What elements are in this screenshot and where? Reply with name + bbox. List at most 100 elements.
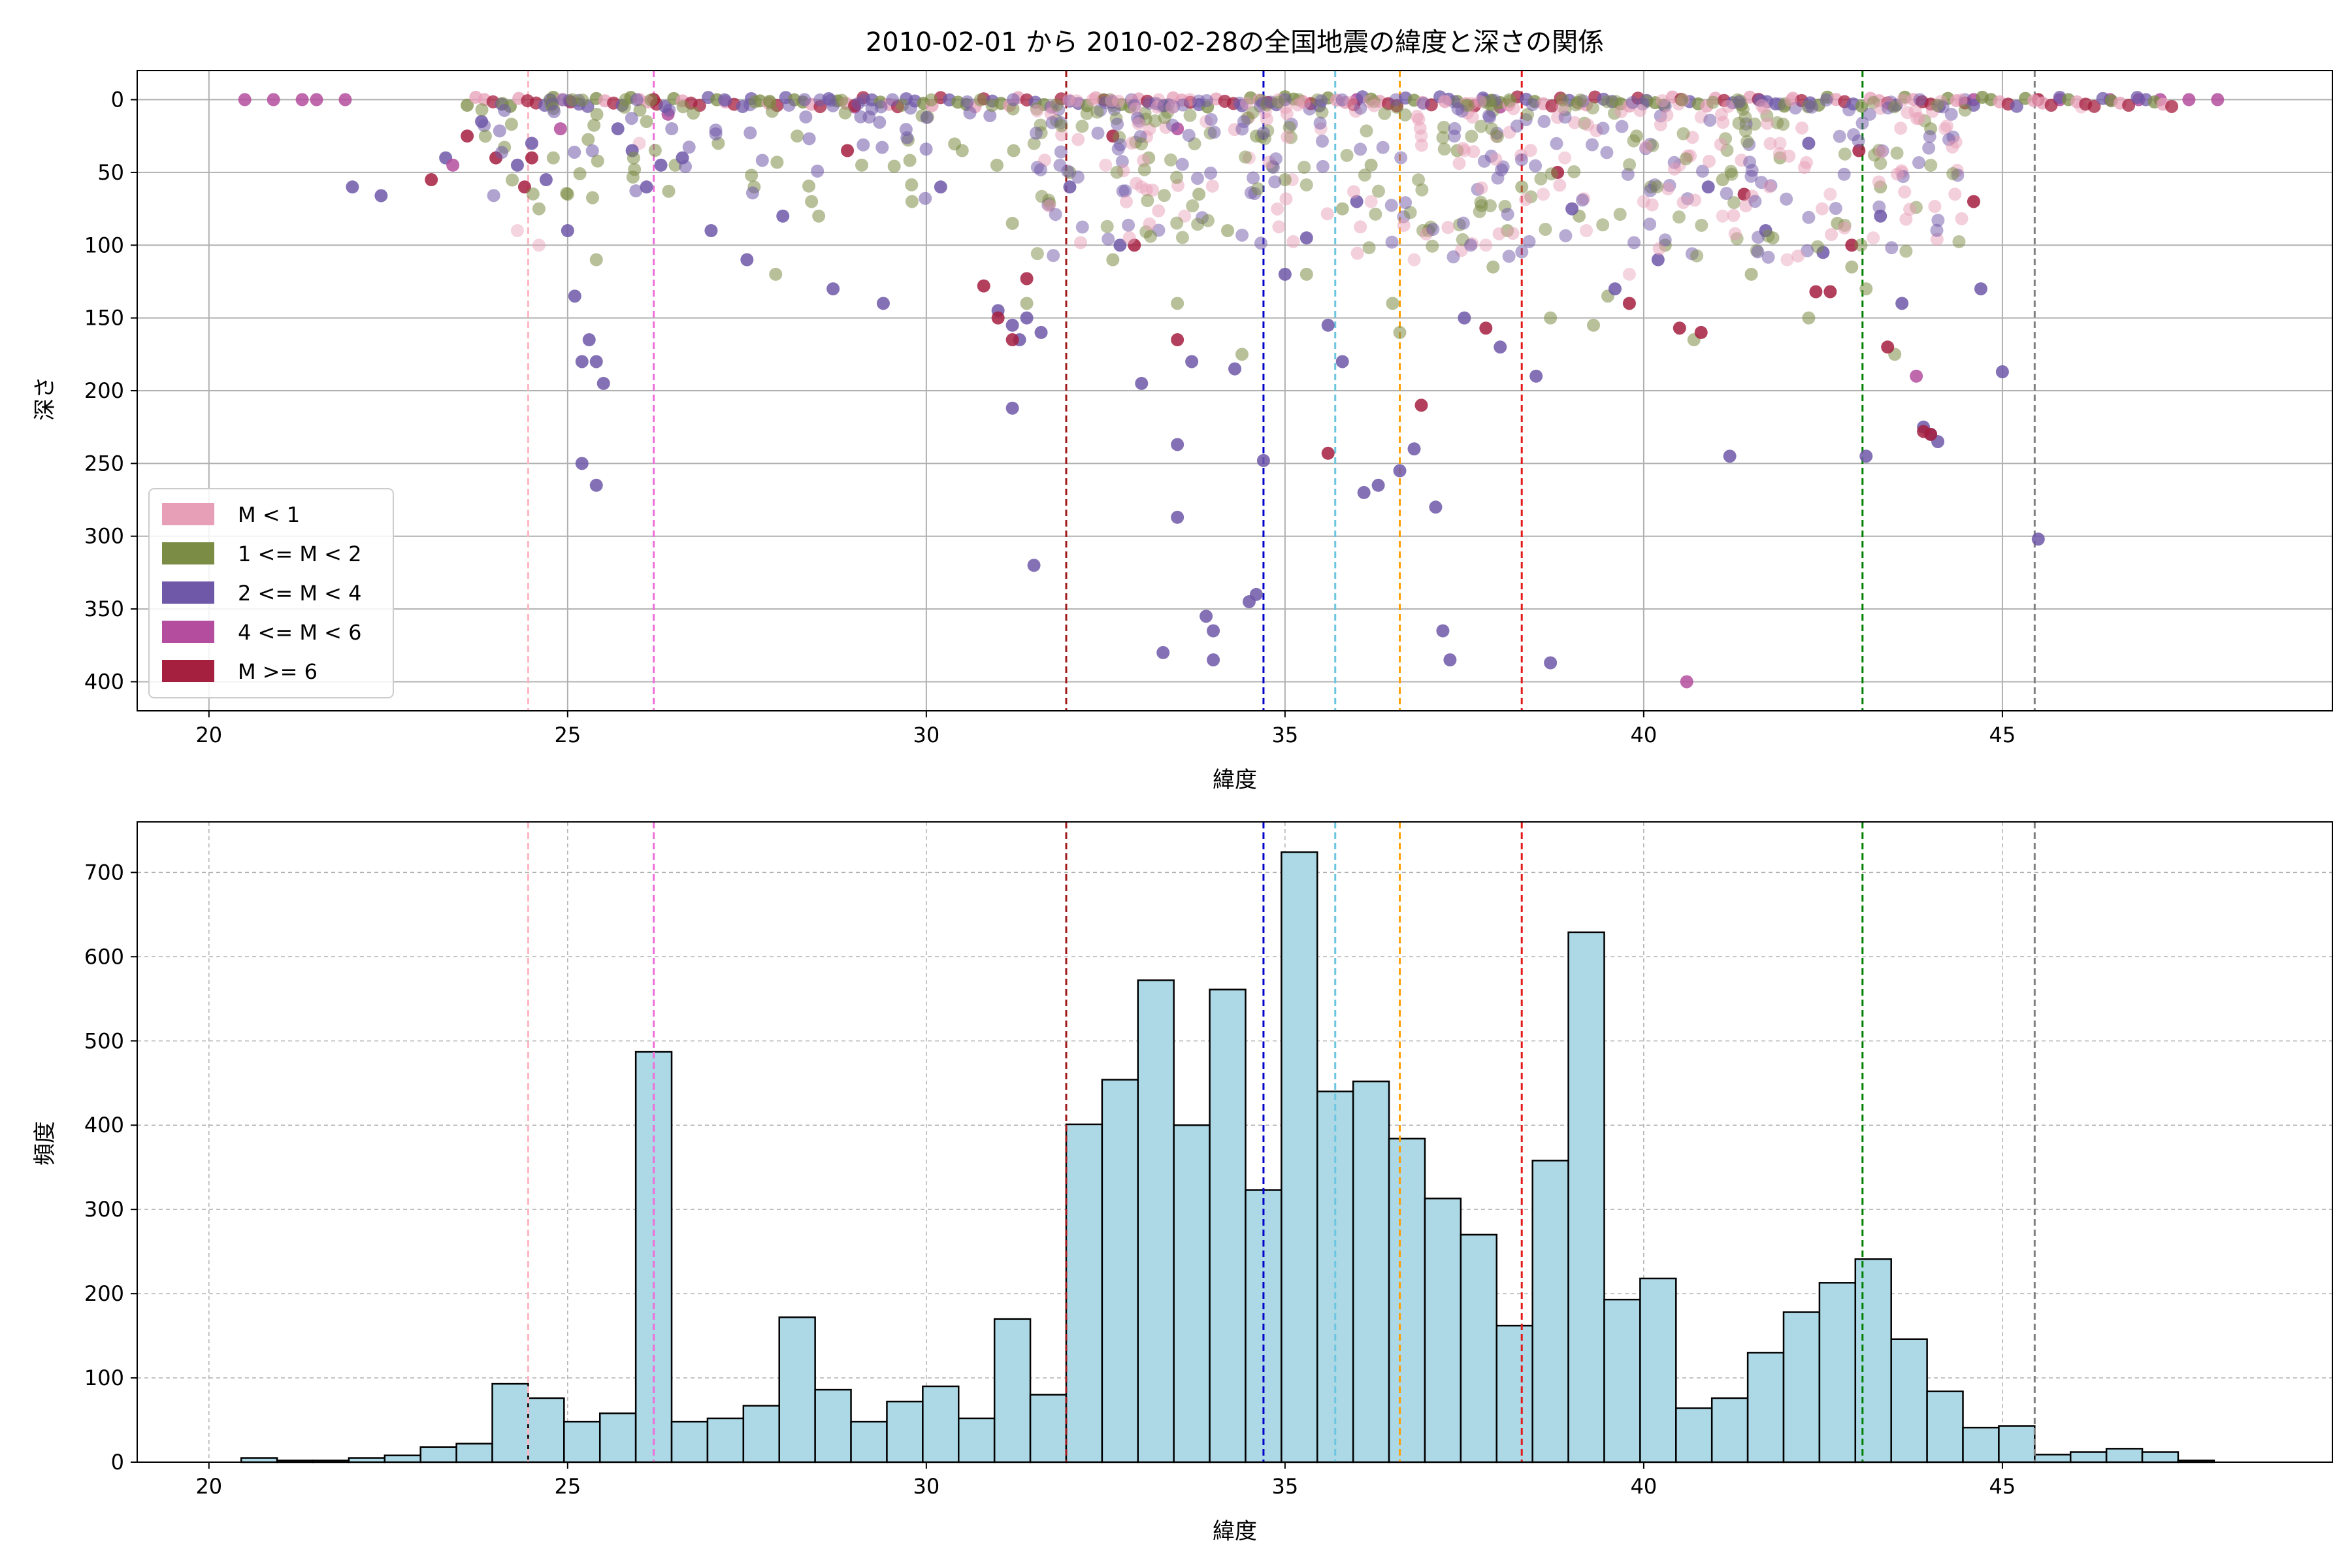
scatter-point — [1716, 116, 1730, 129]
histogram-x-tick-label: 30 — [913, 1474, 939, 1499]
scatter-point — [903, 154, 917, 167]
scatter-point — [1029, 126, 1043, 140]
scatter-point — [1054, 145, 1068, 159]
scatter-point — [1299, 231, 1313, 245]
scatter-point — [873, 116, 887, 129]
scatter-point — [1912, 155, 1926, 169]
scatter-point — [1164, 153, 1177, 167]
scatter-point — [589, 355, 603, 368]
scatter-point — [1415, 183, 1429, 197]
scatter-point — [887, 159, 901, 173]
scatter-point — [1207, 624, 1220, 638]
scatter-point — [765, 105, 779, 118]
scatter-point — [1185, 355, 1199, 368]
scatter-point — [1891, 167, 1904, 181]
scatter-point — [1080, 106, 1094, 120]
scatter-point — [1020, 311, 1034, 325]
scatter-point — [461, 129, 474, 143]
scatter-point — [1260, 112, 1273, 126]
scatter-point — [802, 179, 816, 193]
scatter-point — [1755, 99, 1769, 112]
scatter-point — [1506, 227, 1520, 240]
scatter-point — [1122, 231, 1136, 244]
scatter-point — [1743, 155, 1757, 169]
scatter-point — [1596, 122, 1610, 135]
scatter-point — [776, 209, 790, 223]
histogram-y-ticks: 0 100 200 300 400 500 600 700 — [84, 860, 137, 1475]
scatter-point — [1544, 167, 1558, 181]
scatter-point — [1321, 318, 1335, 332]
scatter-point — [2010, 99, 2023, 113]
scatter-point — [963, 106, 977, 120]
scatter-point — [1667, 162, 1681, 176]
histogram-y-tick-label: 100 — [84, 1365, 124, 1390]
scatter-point — [1534, 172, 1548, 186]
scatter-point — [1007, 144, 1021, 157]
scatter-point — [1760, 116, 1774, 130]
scatter-point — [1974, 282, 1987, 296]
scatter-point — [1537, 114, 1551, 128]
scatter-point — [1369, 207, 1382, 221]
scatter-point — [1740, 135, 1754, 148]
scatter-point — [1165, 101, 1179, 114]
scatter-point — [1054, 119, 1068, 133]
scatter-point — [1393, 464, 1407, 478]
scatter-point — [1558, 110, 1572, 124]
scatter-point — [1182, 129, 1196, 142]
scatter-point — [611, 122, 625, 136]
scatter-point — [1204, 112, 1218, 126]
legend-swatch — [162, 542, 214, 564]
scatter-point — [1894, 122, 1908, 135]
scatter-point — [1622, 297, 1636, 310]
scatter-point — [1278, 267, 1292, 281]
scatter-point — [1436, 131, 1450, 144]
histogram-bar — [742, 1405, 780, 1463]
scatter-point — [1132, 117, 1145, 131]
scatter-point — [1695, 165, 1709, 178]
scatter-point — [1443, 653, 1457, 667]
scatter-point — [1461, 99, 1475, 112]
scatter-point — [875, 140, 889, 154]
scatter-point — [566, 93, 580, 106]
scatter-point — [626, 171, 640, 184]
scatter-point — [526, 187, 540, 201]
histogram-bar — [958, 1417, 996, 1463]
scatter-point — [1407, 253, 1421, 267]
scatter-point — [1720, 187, 1733, 201]
scatter-point — [1394, 151, 1408, 165]
scatter-point — [1702, 154, 1716, 168]
legend-swatch — [162, 660, 214, 682]
scatter-point — [1550, 137, 1563, 150]
scatter-point — [1881, 340, 1895, 354]
scatter-point — [1299, 178, 1313, 191]
scatter-point — [1485, 122, 1499, 136]
scatter-point — [1511, 119, 1524, 133]
scatter-point — [310, 93, 323, 106]
scatter-point — [1903, 203, 1917, 216]
scatter-point — [1397, 218, 1411, 232]
scatter-point — [1034, 163, 1047, 176]
scatter-point — [854, 110, 868, 123]
scatter-point — [1467, 145, 1480, 159]
scatter-point — [498, 104, 512, 118]
scatter-point — [1119, 184, 1132, 198]
scatter-y-tick-label: 350 — [84, 596, 124, 621]
scatter-point — [973, 93, 987, 106]
scatter-point — [1952, 235, 1966, 248]
scatter-point — [745, 186, 759, 200]
scatter-point — [1176, 98, 1190, 112]
scatter-point — [1924, 427, 1938, 441]
scatter-point — [1885, 241, 1899, 255]
scatter-point — [1855, 99, 1869, 113]
scatter-point — [1479, 321, 1493, 335]
histogram-bar — [922, 1385, 960, 1463]
scatter-point — [1491, 171, 1505, 185]
scatter-point — [1811, 240, 1825, 253]
scatter-point — [1207, 125, 1221, 139]
scatter-point — [478, 119, 491, 133]
scatter-series — [346, 114, 2045, 670]
histogram-bar — [1495, 1324, 1533, 1463]
scatter-point — [589, 253, 603, 267]
scatter-point — [553, 122, 567, 136]
scatter-point — [1183, 108, 1197, 122]
